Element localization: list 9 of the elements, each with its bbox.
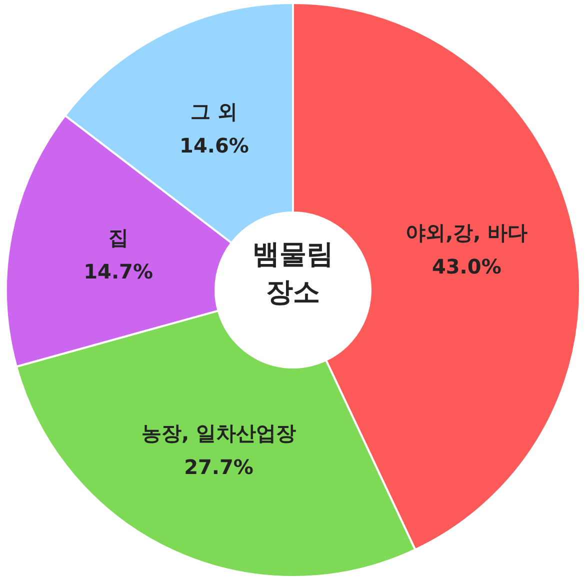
data-label: 27.7% — [184, 454, 254, 479]
data-label: 14.7% — [84, 259, 154, 284]
data-label: 43.0% — [432, 254, 502, 278]
data-label: 14.6% — [180, 134, 249, 158]
slice-label: 야외,강, 바다 — [406, 220, 528, 244]
slice-label: 농장, 일차산업장 — [141, 420, 296, 445]
slice-label: 집 — [108, 225, 128, 250]
text: 뱀물림 장소 — [252, 238, 334, 310]
slice-label: 그 외 — [190, 100, 238, 124]
